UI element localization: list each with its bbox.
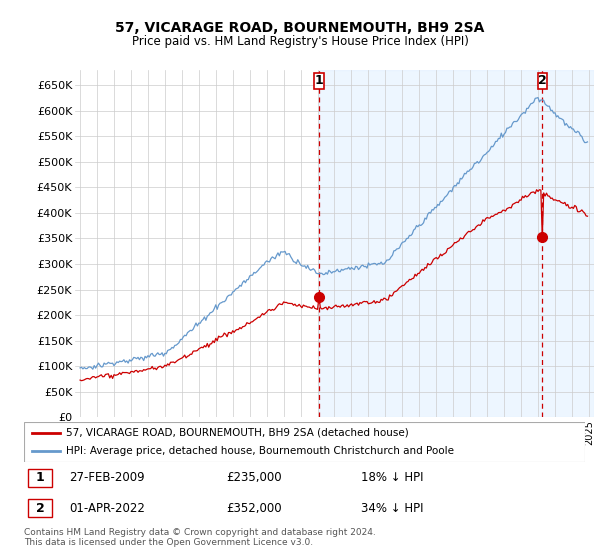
Text: 2: 2 — [538, 74, 547, 87]
Text: 1: 1 — [36, 471, 44, 484]
Text: 34% ↓ HPI: 34% ↓ HPI — [361, 502, 423, 515]
Text: 27-FEB-2009: 27-FEB-2009 — [69, 471, 145, 484]
FancyBboxPatch shape — [28, 469, 52, 487]
Text: 57, VICARAGE ROAD, BOURNEMOUTH, BH9 2SA: 57, VICARAGE ROAD, BOURNEMOUTH, BH9 2SA — [115, 21, 485, 35]
Bar — [319, 70, 594, 417]
Text: Contains HM Land Registry data © Crown copyright and database right 2024.
This d: Contains HM Land Registry data © Crown c… — [24, 528, 376, 547]
Text: HPI: Average price, detached house, Bournemouth Christchurch and Poole: HPI: Average price, detached house, Bour… — [66, 446, 454, 456]
Text: Price paid vs. HM Land Registry's House Price Index (HPI): Price paid vs. HM Land Registry's House … — [131, 35, 469, 48]
FancyBboxPatch shape — [24, 422, 585, 462]
Text: £352,000: £352,000 — [226, 502, 281, 515]
FancyBboxPatch shape — [538, 73, 547, 89]
Text: £235,000: £235,000 — [226, 471, 281, 484]
FancyBboxPatch shape — [28, 500, 52, 517]
Text: 2: 2 — [36, 502, 44, 515]
Text: 01-APR-2022: 01-APR-2022 — [69, 502, 145, 515]
Text: 57, VICARAGE ROAD, BOURNEMOUTH, BH9 2SA (detached house): 57, VICARAGE ROAD, BOURNEMOUTH, BH9 2SA … — [66, 428, 409, 437]
FancyBboxPatch shape — [314, 73, 323, 89]
Text: 18% ↓ HPI: 18% ↓ HPI — [361, 471, 423, 484]
Text: 1: 1 — [314, 74, 323, 87]
